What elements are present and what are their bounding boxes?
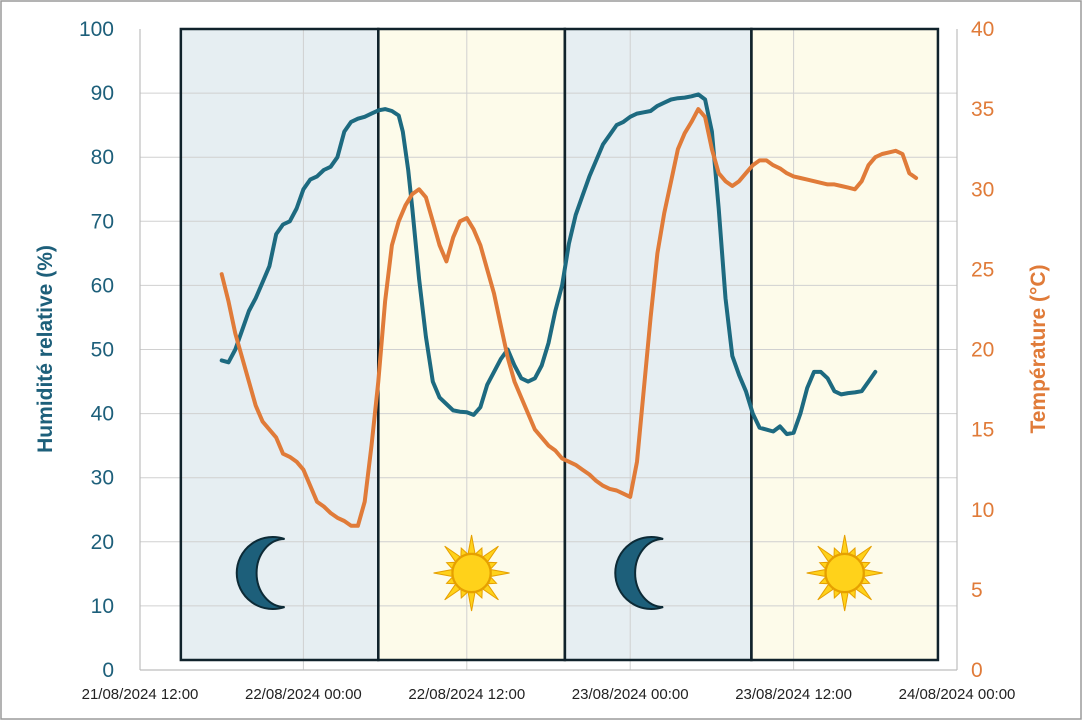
y-left-tick-label: 30 <box>91 467 114 490</box>
y-right-tick-label: 30 <box>971 178 994 201</box>
x-tick-label: 23/08/2024 12:00 <box>735 686 852 703</box>
x-ticks: 21/08/2024 12:00 22/08/2024 00:00 22/08/20… <box>82 686 1016 703</box>
y-right-tick-label: 25 <box>971 258 994 281</box>
y-left-tick-label: 40 <box>91 403 114 426</box>
y-right-tick-label: 0 <box>971 659 983 682</box>
icon-layer <box>235 534 883 612</box>
y-left-tick-label: 90 <box>91 82 114 105</box>
y-right-tick-label: 5 <box>971 579 983 602</box>
x-tick-label: 22/08/2024 12:00 <box>408 686 525 703</box>
night-band <box>564 29 752 660</box>
moon-icon <box>614 536 664 610</box>
y-right-tick-label: 40 <box>971 18 994 41</box>
band-border-layer <box>179 27 940 662</box>
x-tick-label: 24/08/2024 00:00 <box>899 686 1016 703</box>
band-layer <box>180 29 938 660</box>
moon-icon <box>235 536 285 610</box>
y-axis-left-label: Humidité relative (%) <box>34 245 57 453</box>
y-left-tick-label: 70 <box>91 210 114 233</box>
temperature-series-line <box>219 107 919 528</box>
y-right-tick-label: 20 <box>971 339 994 362</box>
x-tick-label: 23/08/2024 00:00 <box>572 686 689 703</box>
y-left-ticks: 0 10 20 30 40 50 60 70 80 90 100 <box>79 18 114 682</box>
x-tick-label: 21/08/2024 12:00 <box>82 686 199 703</box>
day-band-border <box>750 27 940 662</box>
y-right-tick-label: 10 <box>971 499 994 522</box>
sun-icon <box>806 534 883 612</box>
y-left-tick-label: 20 <box>91 531 114 554</box>
sun-icon <box>433 534 510 612</box>
y-right-ticks: 0 5 10 15 20 25 30 35 40 <box>971 18 994 682</box>
y-left-tick-label: 50 <box>91 339 114 362</box>
y-axis-right-label: Température (°C) <box>1027 264 1050 433</box>
y-left-tick-label: 100 <box>79 18 114 41</box>
y-left-tick-label: 60 <box>91 274 114 297</box>
y-left-tick-label: 10 <box>91 595 114 618</box>
series-layer <box>219 92 919 528</box>
y-left-tick-label: 80 <box>91 146 114 169</box>
y-right-tick-label: 15 <box>971 419 994 442</box>
humidity-series-line <box>219 92 878 437</box>
y-right-tick-label: 35 <box>971 98 994 121</box>
y-left-tick-label: 0 <box>102 659 114 682</box>
x-tick-label: 22/08/2024 00:00 <box>245 686 362 703</box>
